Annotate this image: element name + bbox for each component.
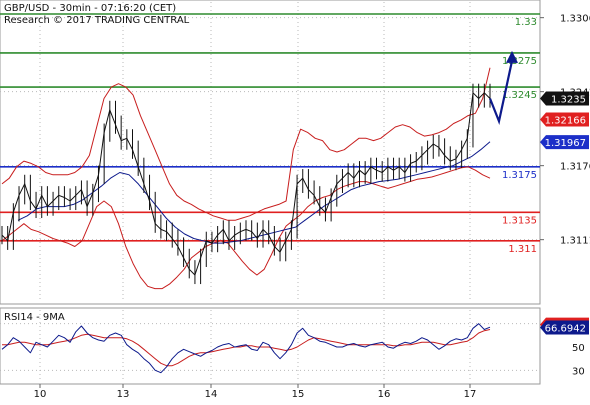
rsi-group xyxy=(1,323,491,374)
forecast-arrow-line xyxy=(488,60,514,126)
price-tag-label: 1.31967 xyxy=(545,138,586,149)
x-tick-label: 17 xyxy=(464,389,477,400)
price-tag-box xyxy=(540,91,589,106)
level-label: 1.3245 xyxy=(502,90,537,101)
rsi-label: RSI14 - 9MA xyxy=(4,312,65,323)
level-label: 1.33 xyxy=(515,17,537,28)
x-tick-label: 13 xyxy=(117,389,130,400)
price-close-line xyxy=(1,92,491,276)
level-label: 1.3135 xyxy=(502,215,537,226)
y-tick-label: 1.3176 xyxy=(560,162,590,173)
price-tag-box xyxy=(540,320,589,335)
rsi-tick-label: 50 xyxy=(572,343,585,354)
price-tag-label: 1.32166 xyxy=(545,115,586,126)
level-label: 1.3175 xyxy=(502,170,537,181)
x-tick-label: 15 xyxy=(292,389,305,400)
level-label: 1.311 xyxy=(508,244,537,255)
rsi-ma-line xyxy=(2,329,491,367)
rsi-tick-label: 30 xyxy=(572,366,585,377)
x-tick-label: 10 xyxy=(34,389,47,400)
series-group xyxy=(1,50,518,290)
price-tag-label: 66.6942 xyxy=(545,324,586,335)
price-tag-box xyxy=(540,112,589,127)
chart-subtitle: Research © 2017 TRADING CENTRAL xyxy=(4,15,190,26)
forecast-arrow-head xyxy=(506,50,518,63)
bollinger-upper-line xyxy=(1,67,491,221)
moving-average-line xyxy=(17,141,491,244)
chart-title: GBP/USD - 30min - 07:16:20 (CET) xyxy=(4,3,176,14)
rsi-line xyxy=(1,323,491,374)
y-tick-label: 1.3306 xyxy=(560,14,590,25)
bollinger-lower-line xyxy=(1,166,491,290)
level-label: 1.3275 xyxy=(502,56,537,67)
x-tick-label: 14 xyxy=(205,389,218,400)
x-tick-label: 16 xyxy=(378,389,391,400)
price-tag-label: 1.3235 xyxy=(551,94,586,105)
support-resistance-levels: 1.33 1.3275 1.3245 1.3175 1.3135 1.311 xyxy=(0,13,540,255)
price-tag-box xyxy=(540,135,589,150)
